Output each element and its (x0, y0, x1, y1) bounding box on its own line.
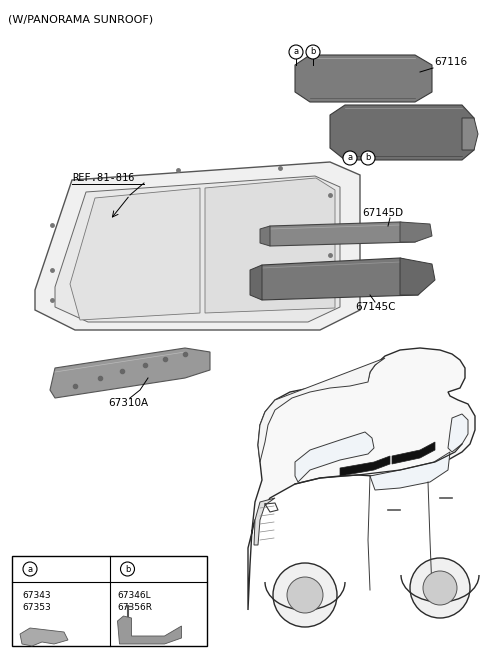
Polygon shape (260, 226, 270, 246)
Circle shape (289, 45, 303, 59)
Text: b: b (310, 47, 316, 57)
Text: b: b (365, 154, 371, 162)
Circle shape (410, 558, 470, 618)
Polygon shape (50, 348, 210, 398)
Circle shape (120, 562, 134, 576)
Text: 67343
67353: 67343 67353 (22, 591, 51, 612)
Text: 67310A: 67310A (108, 398, 148, 408)
Polygon shape (265, 222, 430, 246)
Polygon shape (205, 178, 335, 313)
Polygon shape (254, 498, 275, 545)
Polygon shape (248, 348, 475, 610)
Circle shape (287, 577, 323, 613)
Text: 67145D: 67145D (362, 208, 403, 218)
Circle shape (306, 45, 320, 59)
Circle shape (361, 151, 375, 165)
Polygon shape (392, 442, 435, 464)
Polygon shape (250, 265, 262, 300)
Text: 67145C: 67145C (355, 302, 396, 312)
Polygon shape (448, 414, 468, 452)
Circle shape (343, 151, 357, 165)
Polygon shape (400, 258, 435, 295)
Polygon shape (340, 456, 390, 476)
Polygon shape (400, 222, 432, 242)
Text: a: a (293, 47, 299, 57)
Polygon shape (20, 628, 68, 646)
Polygon shape (258, 358, 385, 462)
Polygon shape (370, 452, 450, 490)
Polygon shape (70, 188, 200, 320)
Polygon shape (295, 432, 374, 482)
Polygon shape (330, 105, 474, 160)
Polygon shape (255, 258, 432, 300)
Polygon shape (462, 118, 478, 150)
Text: a: a (27, 564, 33, 574)
Polygon shape (295, 55, 432, 102)
Circle shape (273, 563, 337, 627)
Text: REF.81-816: REF.81-816 (72, 173, 134, 183)
Text: a: a (348, 154, 353, 162)
Polygon shape (118, 616, 181, 644)
Text: 67116: 67116 (434, 57, 467, 67)
Polygon shape (55, 176, 340, 322)
Circle shape (23, 562, 37, 576)
Text: 67346L
67356R: 67346L 67356R (118, 591, 153, 612)
Bar (12, 556, 207, 646)
Text: b: b (125, 564, 130, 574)
Text: (W/PANORAMA SUNROOF): (W/PANORAMA SUNROOF) (8, 14, 153, 24)
Circle shape (423, 571, 457, 605)
Polygon shape (35, 162, 360, 330)
